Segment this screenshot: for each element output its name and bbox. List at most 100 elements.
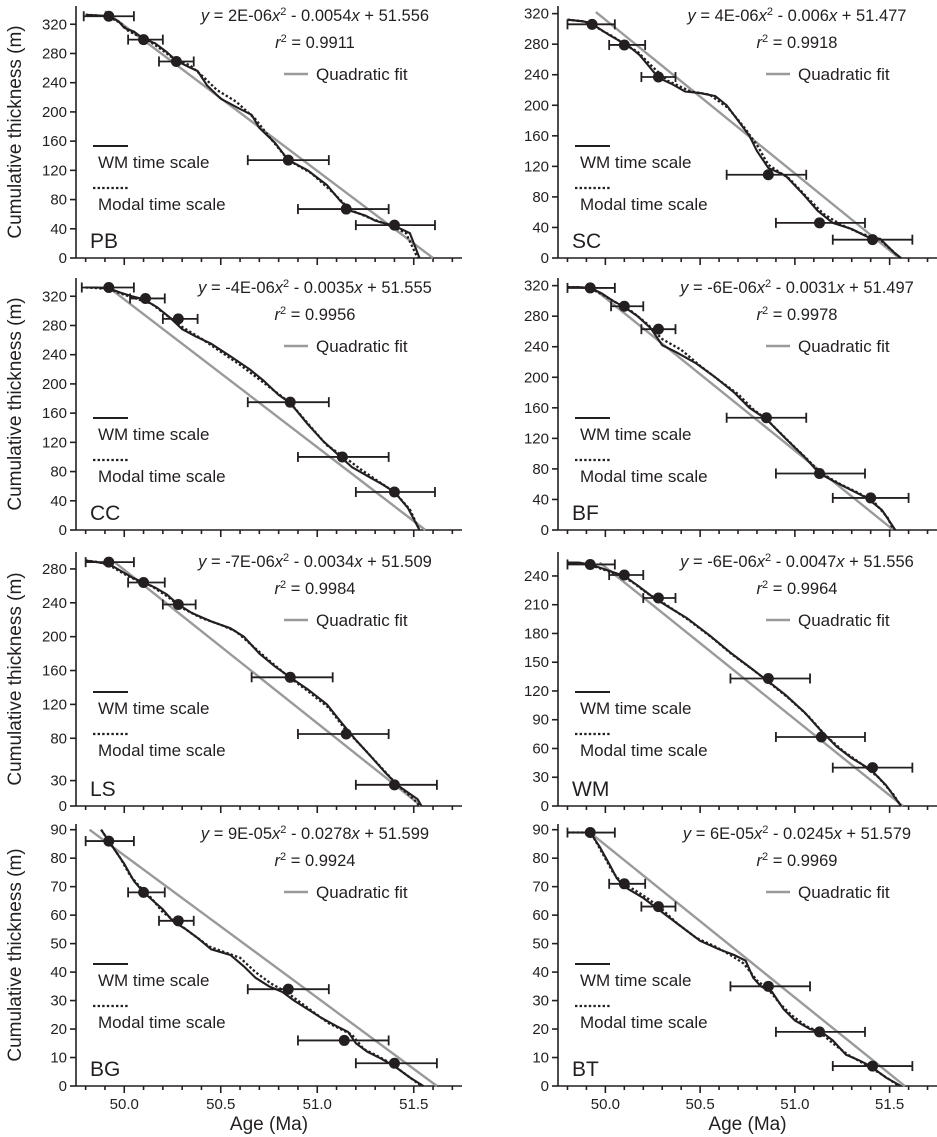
y-tick-label: 240	[42, 347, 67, 364]
r-squared: r2 = 0.9984	[275, 579, 356, 598]
legend-wm-label: WM time scale	[98, 153, 209, 172]
r-squared-exponent: 2	[280, 579, 286, 591]
age-point	[103, 556, 115, 568]
r-squared: r2 = 0.9964	[757, 579, 838, 598]
y-tick-label: 200	[524, 97, 549, 114]
equation-exponent: 2	[280, 824, 286, 836]
y-tick-label: 160	[524, 400, 549, 417]
x-tick-label: 50.0	[591, 1096, 620, 1113]
x-tick-label: 51.0	[780, 1096, 809, 1113]
fit-equation: y = -6E-06x2 - 0.0047x + 51.556	[679, 552, 914, 571]
age-point	[282, 154, 294, 166]
r-squared-r: r	[275, 34, 282, 52]
modal-time-scale-series	[567, 561, 902, 807]
y-tick-label: 120	[524, 158, 549, 175]
r-squared-r: r	[275, 306, 282, 324]
wm-time-scale-series	[85, 13, 421, 259]
wm-time-scale-series	[567, 561, 902, 807]
equation-const: + 51.579	[842, 825, 911, 843]
r-squared-exponent: 2	[762, 33, 768, 45]
wm-time-scale-series	[100, 829, 424, 1087]
age-point	[584, 827, 596, 839]
equation-x: x	[756, 553, 766, 571]
legend-wm-label: WM time scale	[98, 971, 209, 990]
fit-equation: y = 6E-05x2 - 0.0245x + 51.579	[682, 824, 911, 843]
legend-wm-label: WM time scale	[580, 699, 691, 718]
equation-const: + 51.556	[360, 7, 429, 25]
age-point	[388, 219, 400, 231]
fit-equation: y = 2E-06x2 - 0.0054x + 51.556	[200, 6, 429, 25]
r-squared-value: = 0.9918	[768, 34, 837, 52]
equation-coef: - 0.0245	[768, 825, 833, 843]
quadratic-fit-line	[595, 11, 900, 259]
y-tick-label: 120	[524, 683, 549, 700]
r-squared-exponent: 2	[280, 851, 286, 863]
equation-x: x	[828, 7, 838, 25]
legend-fit-label: Quadratic fit	[316, 337, 408, 356]
r-squared-r: r	[757, 580, 764, 598]
wm-time-scale-series	[567, 831, 902, 1087]
y-tick-label: 40	[50, 493, 67, 510]
equation-y: y	[682, 825, 693, 843]
y-tick-label: 90	[532, 712, 549, 729]
legend-wm-label: WM time scale	[580, 971, 691, 990]
age-point	[652, 71, 664, 83]
y-tick-label: 60	[50, 907, 67, 924]
equation-x: x	[274, 553, 284, 571]
y-tick-label: 180	[524, 625, 549, 642]
quadratic-fit-line	[598, 561, 904, 807]
equation-coef: - 0.0034	[289, 553, 354, 571]
panel-label: CC	[90, 502, 120, 525]
y-tick-label: 30	[50, 773, 67, 790]
fit-equation: y = -6E-06x2 - 0.0031x + 51.497	[679, 278, 914, 297]
r-squared-exponent: 2	[762, 851, 768, 863]
legend-modal-label: Modal time scale	[98, 195, 226, 214]
age-point	[584, 558, 596, 570]
y-tick-label: 70	[532, 879, 549, 896]
y-tick-label: 90	[532, 822, 549, 839]
y-tick-label: 210	[524, 597, 549, 614]
panel-bt: 0 10 20 30 40 50 60 70 80 90 50.0 50.5 51.0 51.5 Age (…	[532, 822, 937, 1135]
equation-coef: = -4E-06	[206, 279, 274, 297]
legend-fit-label: Quadratic fit	[798, 65, 890, 84]
x-tick-label: 51.0	[303, 1096, 332, 1113]
y-tick-label: 120	[524, 430, 549, 447]
age-point	[814, 217, 826, 229]
age-point	[762, 980, 774, 992]
age-point	[586, 18, 598, 30]
y-tick-label: 60	[532, 740, 549, 757]
y-tick-label: 160	[524, 128, 549, 145]
equation-x: x	[351, 7, 361, 25]
r-squared-value: = 0.9924	[286, 852, 355, 870]
y-tick-label: 280	[524, 36, 549, 53]
equation-coef: - 0.0047	[771, 553, 836, 571]
equation-exponent: 2	[280, 6, 286, 18]
equation-const: + 51.555	[363, 279, 432, 297]
age-point	[338, 1034, 350, 1046]
y-tick-label: 80	[532, 850, 549, 867]
equation-x: x	[758, 7, 768, 25]
legend-wm-label: WM time scale	[98, 425, 209, 444]
y-tick-label: 60	[532, 907, 549, 924]
equation-exponent: 2	[765, 552, 771, 564]
r-squared-value: = 0.9964	[768, 580, 837, 598]
equation-coef: - 0.0054	[286, 7, 351, 25]
legend-wm-label: WM time scale	[98, 699, 209, 718]
age-point	[584, 282, 596, 294]
age-point	[760, 412, 772, 424]
age-point	[388, 1057, 400, 1069]
r-squared: r2 = 0.9956	[275, 305, 356, 324]
age-point	[618, 300, 630, 312]
quadratic-fit-line	[589, 284, 895, 531]
y-tick-label: 120	[42, 696, 67, 713]
y-tick-label: 120	[42, 162, 67, 179]
y-tick-label: 0	[541, 522, 549, 539]
y-tick-label: 30	[532, 769, 549, 786]
legend-modal-label: Modal time scale	[580, 1013, 708, 1032]
equation-y: y	[197, 553, 208, 571]
wm-time-scale-series	[85, 286, 421, 531]
y-tick-label: 160	[42, 405, 67, 422]
r-squared-exponent: 2	[281, 33, 287, 45]
age-point	[103, 10, 115, 22]
y-tick-label: 0	[541, 1078, 549, 1095]
